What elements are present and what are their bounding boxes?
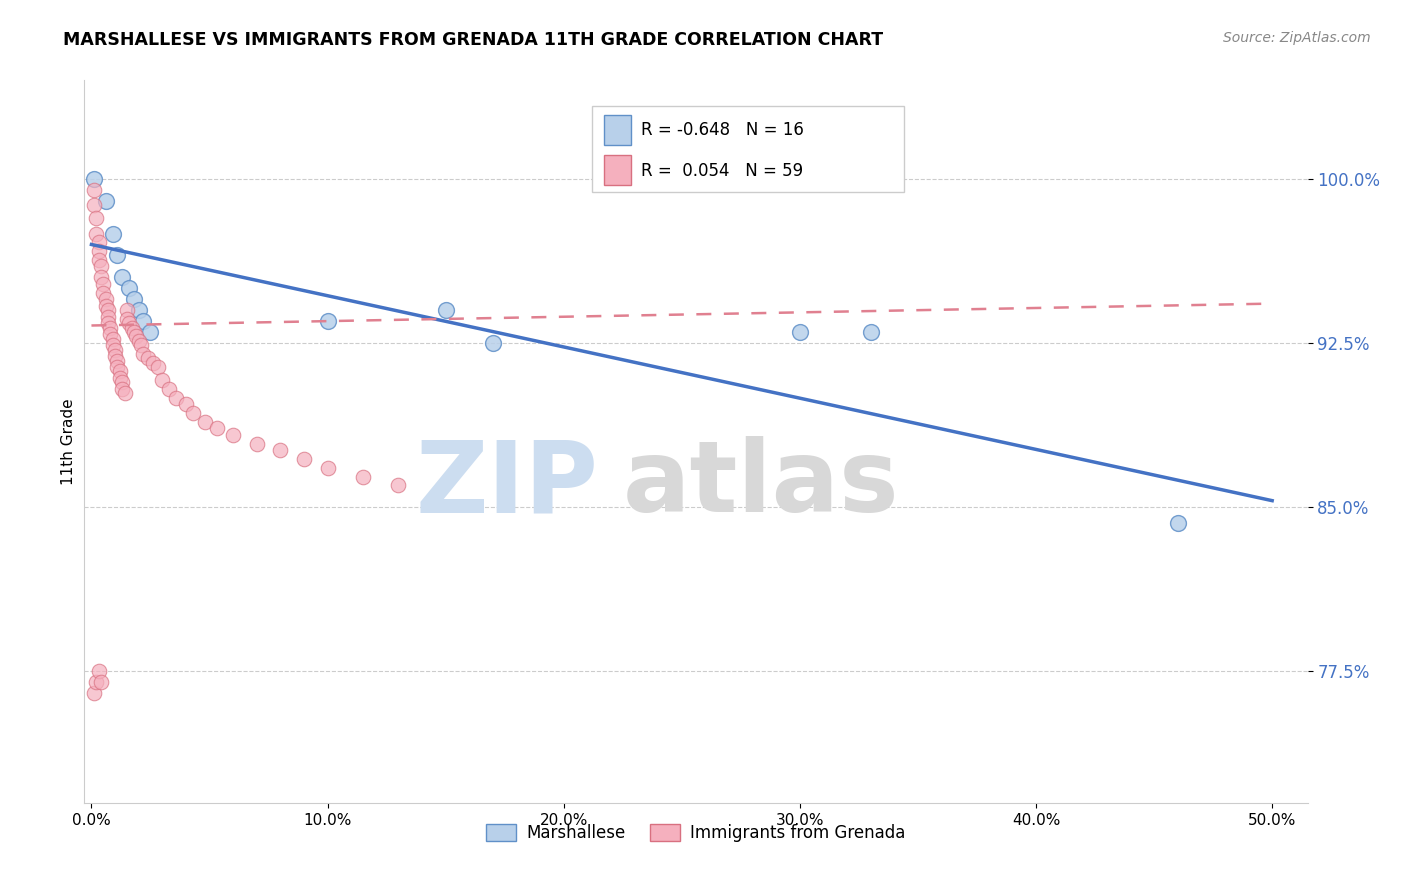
- Point: [166, 391, 188, 405]
- Point: [125, 329, 148, 343]
- Point: [246, 436, 269, 450]
- Point: [108, 364, 131, 378]
- Point: [87, 235, 110, 250]
- Point: [150, 373, 173, 387]
- Point: [132, 347, 155, 361]
- Point: [87, 244, 110, 258]
- Point: [115, 312, 138, 326]
- Point: [181, 406, 204, 420]
- Point: [174, 397, 197, 411]
- Point: [101, 338, 124, 352]
- Point: [101, 227, 124, 241]
- Point: [118, 316, 141, 330]
- Legend: Marshallese, Immigrants from Grenada: Marshallese, Immigrants from Grenada: [479, 817, 912, 848]
- Point: [121, 320, 143, 334]
- Point: [101, 332, 124, 346]
- Point: [107, 360, 129, 375]
- Point: [94, 194, 117, 208]
- Bar: [605, 154, 631, 185]
- Point: [222, 428, 245, 442]
- Point: [482, 336, 505, 351]
- Point: [115, 303, 138, 318]
- Y-axis label: 11th Grade: 11th Grade: [60, 398, 76, 485]
- Point: [132, 314, 155, 328]
- Point: [84, 211, 107, 226]
- Point: [292, 452, 315, 467]
- Point: [97, 303, 120, 318]
- Point: [83, 183, 105, 197]
- Point: [434, 303, 457, 318]
- Text: atlas: atlas: [623, 436, 900, 533]
- Point: [87, 665, 110, 679]
- Point: [91, 277, 114, 291]
- Point: [352, 469, 374, 483]
- FancyBboxPatch shape: [592, 105, 904, 193]
- Point: [111, 376, 134, 390]
- Point: [146, 360, 169, 375]
- Point: [97, 316, 120, 330]
- Point: [98, 320, 121, 334]
- Point: [97, 310, 120, 324]
- Point: [90, 675, 112, 690]
- Text: Source: ZipAtlas.com: Source: ZipAtlas.com: [1223, 31, 1371, 45]
- Point: [136, 351, 159, 366]
- Point: [104, 343, 127, 357]
- Point: [118, 281, 141, 295]
- Text: MARSHALLESE VS IMMIGRANTS FROM GRENADA 11TH GRADE CORRELATION CHART: MARSHALLESE VS IMMIGRANTS FROM GRENADA 1…: [63, 31, 883, 49]
- Point: [87, 252, 110, 267]
- Point: [128, 334, 150, 348]
- Point: [139, 325, 162, 339]
- Point: [269, 443, 291, 458]
- Point: [83, 171, 105, 186]
- Point: [90, 270, 112, 285]
- Point: [1167, 516, 1189, 530]
- Point: [859, 325, 882, 339]
- Point: [387, 478, 409, 492]
- Bar: [605, 115, 631, 145]
- Point: [90, 260, 112, 274]
- Point: [83, 686, 105, 700]
- Point: [84, 675, 107, 690]
- Point: [94, 299, 117, 313]
- Point: [84, 227, 107, 241]
- Point: [111, 270, 134, 285]
- Point: [316, 460, 339, 475]
- Point: [104, 349, 127, 363]
- Point: [111, 382, 134, 396]
- Point: [789, 325, 811, 339]
- Text: ZIP: ZIP: [415, 436, 598, 533]
- Point: [107, 353, 129, 368]
- Point: [129, 338, 152, 352]
- Point: [205, 421, 228, 435]
- Point: [194, 415, 217, 429]
- Point: [157, 382, 180, 396]
- Point: [107, 248, 129, 262]
- Point: [316, 314, 339, 328]
- Point: [83, 198, 105, 212]
- Point: [122, 325, 145, 339]
- Point: [122, 292, 145, 306]
- Point: [94, 292, 117, 306]
- Point: [91, 285, 114, 300]
- Point: [98, 327, 121, 342]
- Point: [108, 371, 131, 385]
- Point: [114, 386, 136, 401]
- Point: [142, 356, 165, 370]
- Point: [128, 303, 150, 318]
- Text: R =  0.054   N = 59: R = 0.054 N = 59: [641, 161, 803, 179]
- Text: R = -0.648   N = 16: R = -0.648 N = 16: [641, 121, 804, 139]
